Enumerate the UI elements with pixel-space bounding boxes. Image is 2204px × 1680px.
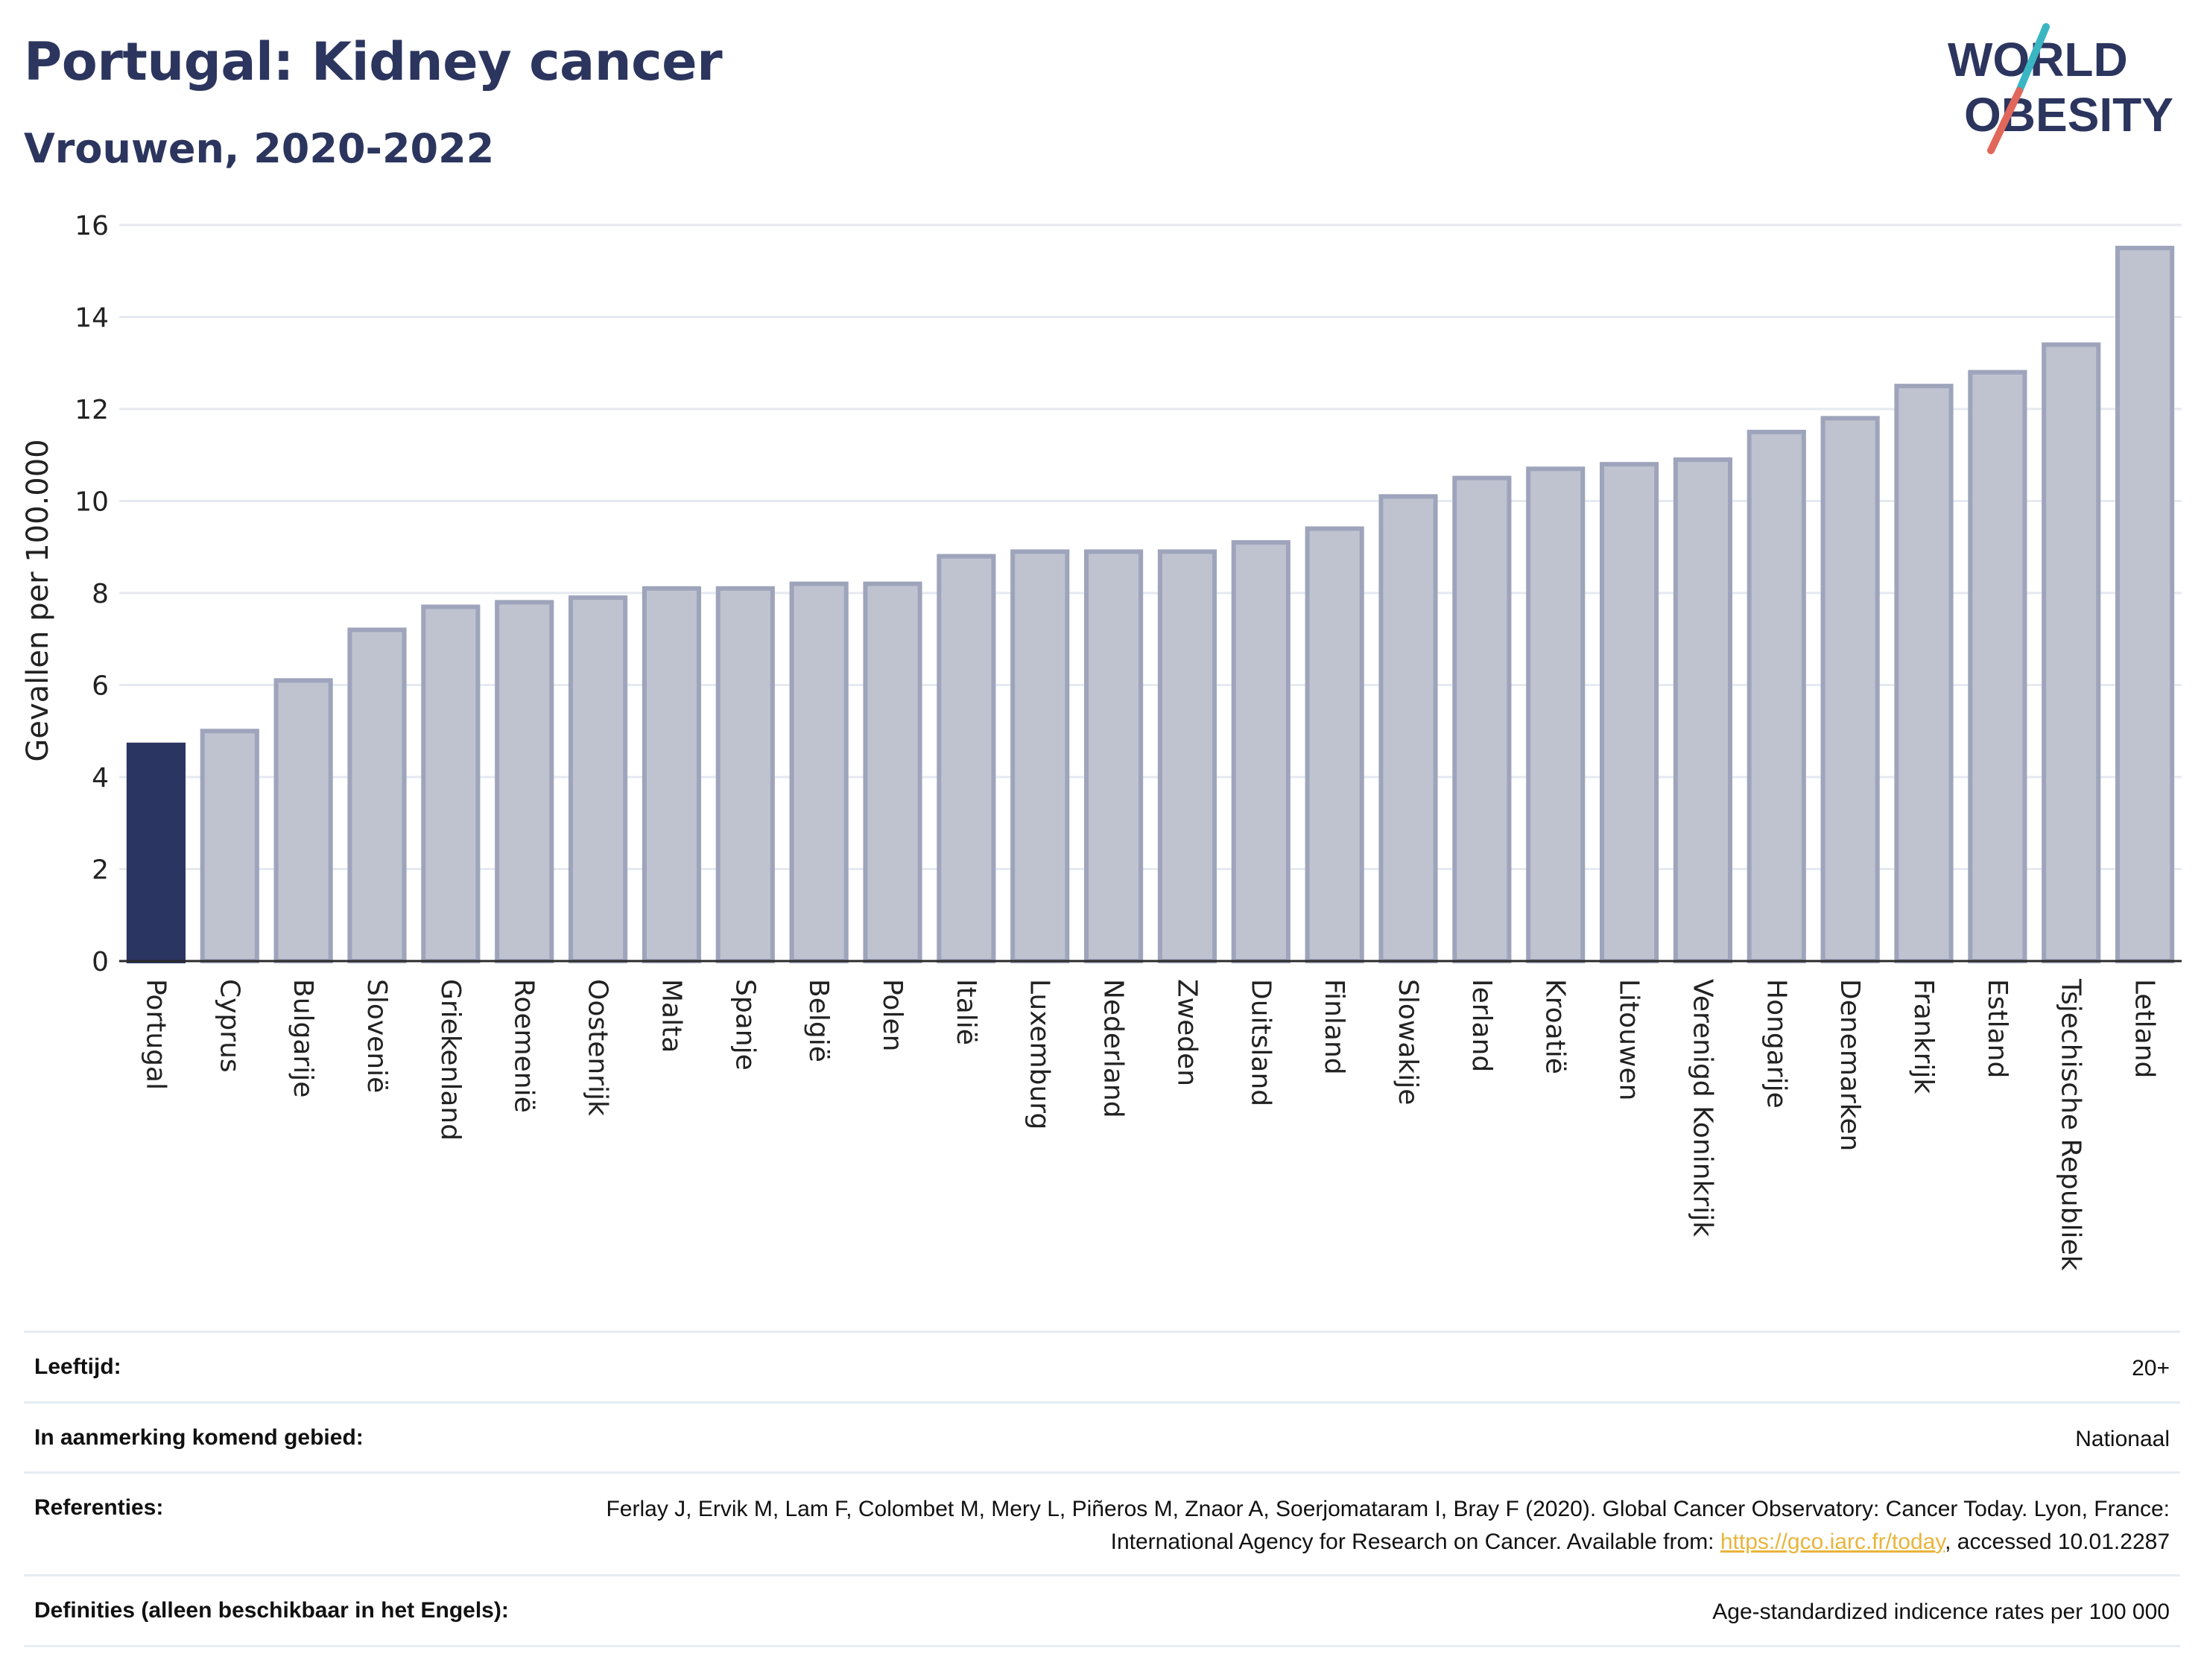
bar-duitsland bbox=[1231, 540, 1291, 963]
bar-tsjechische-republiek bbox=[2042, 342, 2101, 964]
x-tick-label: Bulgarije bbox=[288, 979, 318, 1097]
bar-kroatië bbox=[1526, 466, 1586, 963]
definitions-value: Age-standardized indicence rates per 100… bbox=[1712, 1600, 2170, 1624]
x-tick-label: Duitsland bbox=[1245, 979, 1276, 1106]
x-tick-label: Kroatië bbox=[1540, 979, 1571, 1074]
logo-slash-teal bbox=[2015, 23, 2050, 95]
bar-litouwen bbox=[1599, 462, 1659, 964]
y-tick-label: 4 bbox=[92, 763, 109, 793]
x-tick-label: Italië bbox=[951, 979, 981, 1045]
y-axis-label: Gevallen per 100.000 bbox=[21, 439, 55, 761]
x-tick-label: Polen bbox=[877, 979, 908, 1051]
x-tick-label: Oostenrijk bbox=[583, 979, 613, 1116]
bar-slovenië bbox=[347, 627, 407, 964]
metadata-table: Leeftijd: 20+ In aanmerking komend gebie… bbox=[24, 1331, 2180, 1647]
x-tick-label: Luxemburg bbox=[1025, 979, 1055, 1129]
x-tick-label: Ierland bbox=[1466, 979, 1497, 1072]
x-tick-label: Litouwen bbox=[1614, 979, 1644, 1100]
meta-row-references: Referenties: Ferlay J, Ervik M, Lam F, C… bbox=[24, 1471, 2180, 1574]
age-value: 20+ bbox=[2132, 1356, 2170, 1381]
bar-oostenrijk bbox=[568, 595, 628, 963]
references-value: Ferlay J, Ervik M, Lam F, Colombet M, Me… bbox=[511, 1493, 2170, 1558]
definitions-label: Definities (alleen beschikbaar in het En… bbox=[34, 1598, 509, 1623]
meta-row-age: Leeftijd: 20+ bbox=[24, 1331, 2180, 1401]
page-subtitle: Vrouwen, 2020-2022 bbox=[24, 125, 495, 172]
bar-cyprus bbox=[200, 729, 259, 963]
bar-frankrijk bbox=[1894, 384, 1954, 963]
y-tick-label: 14 bbox=[75, 303, 109, 334]
bar-belgië bbox=[789, 581, 849, 964]
x-tick-label: Slovenië bbox=[361, 979, 392, 1093]
x-tick-label: Zweden bbox=[1171, 979, 1202, 1086]
x-tick-label: Hongarije bbox=[1761, 979, 1791, 1109]
x-tick-label: Letland bbox=[2129, 979, 2160, 1078]
bar-luxemburg bbox=[1010, 549, 1070, 963]
x-tick-label: België bbox=[803, 979, 834, 1062]
y-tick-label: 6 bbox=[92, 671, 109, 702]
bar-chart: 0 2 4 6 8 10 12 14 16 Portugal Cyprus Bulgarije Slo… bbox=[21, 211, 2182, 1271]
bar-estland bbox=[1968, 370, 2027, 964]
y-axis-ticks: 0 2 4 6 8 10 12 14 16 bbox=[75, 211, 109, 977]
bar-ierland bbox=[1452, 475, 1512, 963]
references-text: Ferlay J, Ervik M, Lam F, Colombet M, Me… bbox=[606, 1497, 2170, 1554]
world-obesity-logo: WORLD OBESITY bbox=[1948, 23, 2173, 154]
x-tick-label: Verenigd Koninkrijk bbox=[1687, 979, 1717, 1237]
bar-finland bbox=[1305, 526, 1364, 963]
age-label: Leeftijd: bbox=[34, 1354, 121, 1379]
x-tick-label: Finland bbox=[1319, 979, 1349, 1075]
bar-verenigd-koninkrijk bbox=[1673, 457, 1733, 963]
x-tick-label: Roemenië bbox=[509, 979, 539, 1113]
bar-portugal bbox=[126, 742, 186, 964]
bar-slowakije bbox=[1378, 494, 1438, 963]
area-label: In aanmerking komend gebied: bbox=[34, 1424, 364, 1450]
bar-griekenland bbox=[421, 604, 481, 964]
bar-roemenië bbox=[495, 600, 554, 963]
y-tick-label: 10 bbox=[75, 487, 109, 518]
references-link[interactable]: https://gco.iarc.fr/today bbox=[1720, 1529, 1945, 1554]
bar-polen bbox=[863, 581, 922, 964]
bars bbox=[126, 245, 2175, 964]
x-tick-label: Tsjechische Republiek bbox=[2056, 978, 2086, 1271]
x-tick-label: Slowakije bbox=[1393, 979, 1423, 1105]
x-axis-ticks: Portugal Cyprus Bulgarije Slovenië Griekenla… bbox=[140, 978, 2159, 1271]
x-tick-label: Malta bbox=[656, 979, 686, 1053]
y-tick-label: 2 bbox=[92, 855, 109, 886]
bar-spanje bbox=[715, 586, 775, 963]
y-tick-label: 12 bbox=[75, 395, 109, 425]
page-title: Portugal: Kidney cancer bbox=[24, 31, 723, 92]
meta-row-area: In aanmerking komend gebied: Nationaal bbox=[24, 1401, 2180, 1472]
x-tick-label: Griekenland bbox=[435, 979, 466, 1141]
x-tick-label: Frankrijk bbox=[1908, 979, 1939, 1094]
area-value: Nationaal bbox=[2075, 1426, 2170, 1451]
bar-letland bbox=[2115, 245, 2175, 963]
bar-italië bbox=[937, 554, 996, 964]
bar-malta bbox=[642, 586, 702, 963]
x-tick-label: Portugal bbox=[140, 979, 171, 1090]
x-tick-label: Denemarken bbox=[1834, 979, 1865, 1151]
y-tick-label: 16 bbox=[75, 211, 109, 241]
references-accessed: , accessed 10.01.2287 bbox=[1945, 1529, 2170, 1554]
meta-row-definitions: Definities (alleen beschikbaar in het En… bbox=[24, 1574, 2180, 1647]
references-label: Referenties: bbox=[34, 1495, 164, 1520]
x-tick-label: Estland bbox=[1982, 979, 2013, 1078]
x-tick-label: Spanje bbox=[729, 979, 760, 1071]
bar-denemarken bbox=[1820, 416, 1880, 964]
x-tick-label: Cyprus bbox=[214, 979, 244, 1073]
y-tick-label: 0 bbox=[92, 947, 109, 977]
bar-bulgarije bbox=[273, 678, 333, 963]
bar-hongarije bbox=[1747, 429, 1806, 963]
x-tick-label: Nederland bbox=[1098, 979, 1129, 1118]
logo-slash-coral bbox=[1987, 87, 2023, 154]
y-tick-label: 8 bbox=[92, 579, 109, 609]
bar-zweden bbox=[1157, 549, 1217, 963]
bar-nederland bbox=[1083, 549, 1144, 963]
